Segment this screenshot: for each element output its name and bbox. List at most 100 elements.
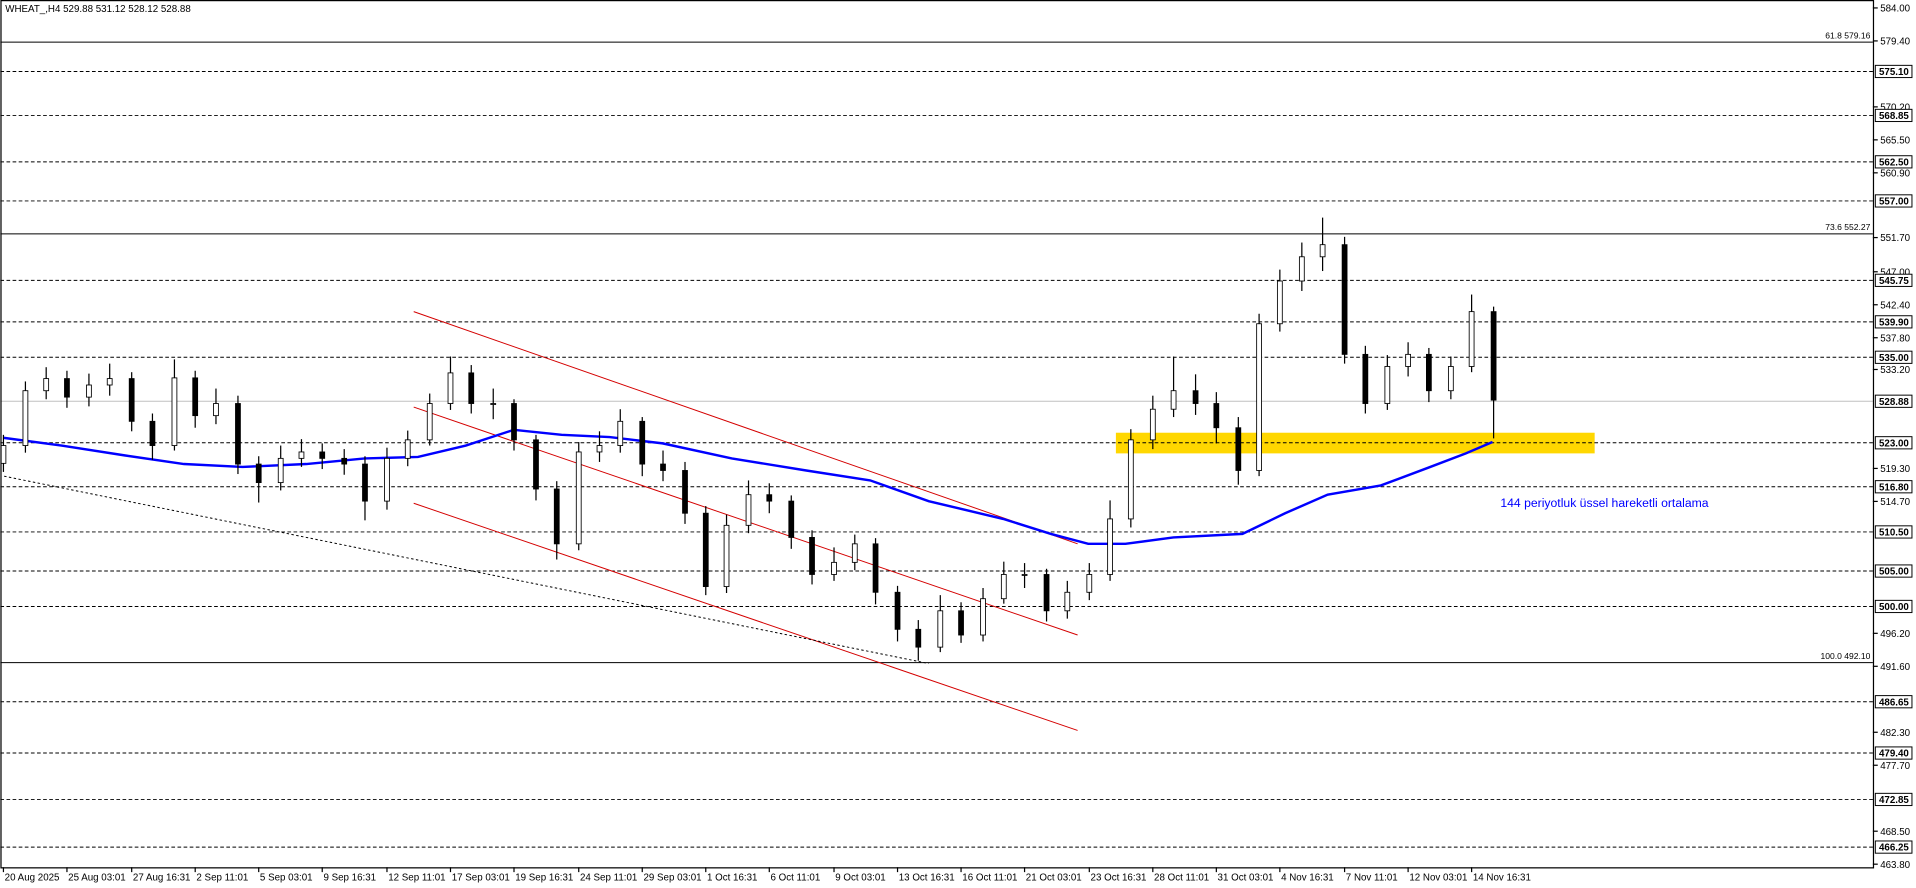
trend-line: [413, 502, 1078, 731]
candle-body: [1000, 574, 1007, 600]
level-label: 562.50: [1879, 158, 1909, 169]
level-label: 539.90: [1879, 318, 1909, 329]
y-tick-label: 560.90: [1880, 169, 1910, 180]
candle-body: [149, 420, 156, 446]
y-tick-label: 468.50: [1880, 827, 1910, 838]
candle-body: [64, 378, 70, 398]
plot-layer: 61.8 579.16 73.6 552.27 100.0 492.10: [0, 30, 1873, 848]
level-label: 523.00: [1879, 438, 1909, 449]
candle-body: [831, 561, 837, 575]
y-tick-label: 551.70: [1880, 233, 1910, 244]
candle-body: [192, 377, 199, 417]
candle-body: [298, 451, 305, 459]
candle-body: [255, 463, 262, 484]
y-tick-label: 542.40: [1880, 300, 1910, 311]
candle-body: [511, 403, 517, 441]
candle-body: [1170, 390, 1177, 410]
level-label: 505.00: [1879, 567, 1909, 578]
candle-body: [894, 591, 901, 630]
x-tick-label: 28 Oct 11:01: [1154, 873, 1209, 884]
x-tick-label: 12 Nov 03:01: [1409, 873, 1467, 884]
candle-body: [341, 457, 348, 465]
ema-line: [2, 428, 1493, 546]
level-label: 510.50: [1879, 528, 1909, 539]
x-tick-label: 13 Oct 16:31: [899, 873, 955, 884]
x-tick-label: 25 Aug 03:01: [68, 873, 126, 884]
y-tick-label: 533.20: [1880, 365, 1910, 376]
x-tick-label: 23 Oct 16:31: [1091, 873, 1147, 884]
x-tick-label: 31 Oct 03:01: [1218, 873, 1274, 884]
candle-body: [1405, 353, 1411, 367]
level-label: 472.85: [1879, 795, 1909, 806]
candle-body: [745, 494, 752, 526]
level-label: 500.00: [1879, 602, 1909, 613]
y-tick-label: 570.20: [1880, 103, 1910, 114]
y-tick-label: 547.00: [1880, 267, 1910, 278]
candle-body: [490, 403, 497, 405]
y-tick-label: 537.80: [1880, 333, 1910, 344]
level-box: [1874, 108, 1913, 123]
last-price-label: 528.88: [1879, 397, 1909, 408]
x-tick-label: 9 Oct 03:01: [835, 873, 886, 884]
x-tick-label: 20 Aug 2025: [5, 873, 60, 884]
y-tick-label: 514.70: [1880, 497, 1910, 508]
candle-body: [1341, 244, 1348, 355]
y-tick-label: 584.00: [1880, 4, 1910, 15]
level-label: 516.80: [1879, 482, 1909, 493]
level-label: 575.10: [1879, 67, 1909, 78]
candle-body: [617, 420, 624, 446]
candle-body: [1192, 390, 1199, 404]
candle-body: [0, 445, 7, 464]
candle-body: [1319, 244, 1326, 258]
trend-line: [413, 311, 1078, 545]
level-label: 535.00: [1879, 353, 1909, 364]
plot-frame: [0, 0, 1875, 869]
level-box: [1874, 315, 1913, 329]
candle-body: [553, 488, 560, 545]
level-box: [1874, 436, 1913, 450]
candle-body: [128, 378, 135, 422]
y-tick-label: 463.80: [1880, 860, 1910, 871]
candle-body: [1064, 591, 1071, 612]
last-price-box: [1874, 394, 1913, 408]
level-box: [1874, 273, 1913, 287]
candle-body: [1468, 311, 1475, 367]
level-label: 479.40: [1879, 749, 1909, 760]
y-tick-label: 579.40: [1880, 37, 1910, 48]
candle-body: [682, 470, 688, 514]
x-tick-label: 7 Nov 11:01: [1346, 873, 1398, 884]
chart-title: WHEAT_,H4 529.88 531.12 528.12 528.88: [5, 4, 190, 15]
level-box: [1874, 564, 1913, 578]
candle-body: [362, 463, 368, 502]
x-tick-label: 5 Sep 03:01: [260, 873, 313, 884]
candle-body: [596, 445, 603, 453]
level-box: [1874, 350, 1913, 364]
level-label: 466.25: [1879, 843, 1909, 854]
candle-body: [106, 378, 113, 386]
x-tick-label: 16 Oct 11:01: [962, 873, 1017, 884]
candle-body: [766, 494, 773, 502]
level-box: [1874, 155, 1913, 169]
candle-body: [872, 543, 879, 593]
x-tick-label: 9 Sep 16:31: [323, 873, 376, 884]
candle-body: [1276, 280, 1283, 325]
candle-body: [319, 451, 326, 459]
level-box: [1874, 64, 1913, 79]
candle-body: [958, 610, 964, 636]
level-label: 545.75: [1879, 276, 1909, 287]
level-box: [1874, 695, 1913, 709]
candle-body: [533, 439, 539, 490]
x-tick-label: 17 Sep 03:01: [452, 873, 510, 884]
x-tick-label: 21 Oct 03:01: [1026, 873, 1082, 884]
candle-body: [1490, 311, 1497, 401]
x-tick-label: 14 Nov 16:31: [1473, 873, 1531, 884]
x-tick-label: 4 Nov 16:31: [1281, 873, 1334, 884]
annotation: 144 periyotluk üssel hareketli ortalama: [1500, 496, 1708, 510]
level-box: [1874, 480, 1913, 494]
level-label: 557.00: [1879, 197, 1909, 208]
candle-body: [1426, 353, 1432, 392]
candle-body: [1127, 439, 1134, 520]
